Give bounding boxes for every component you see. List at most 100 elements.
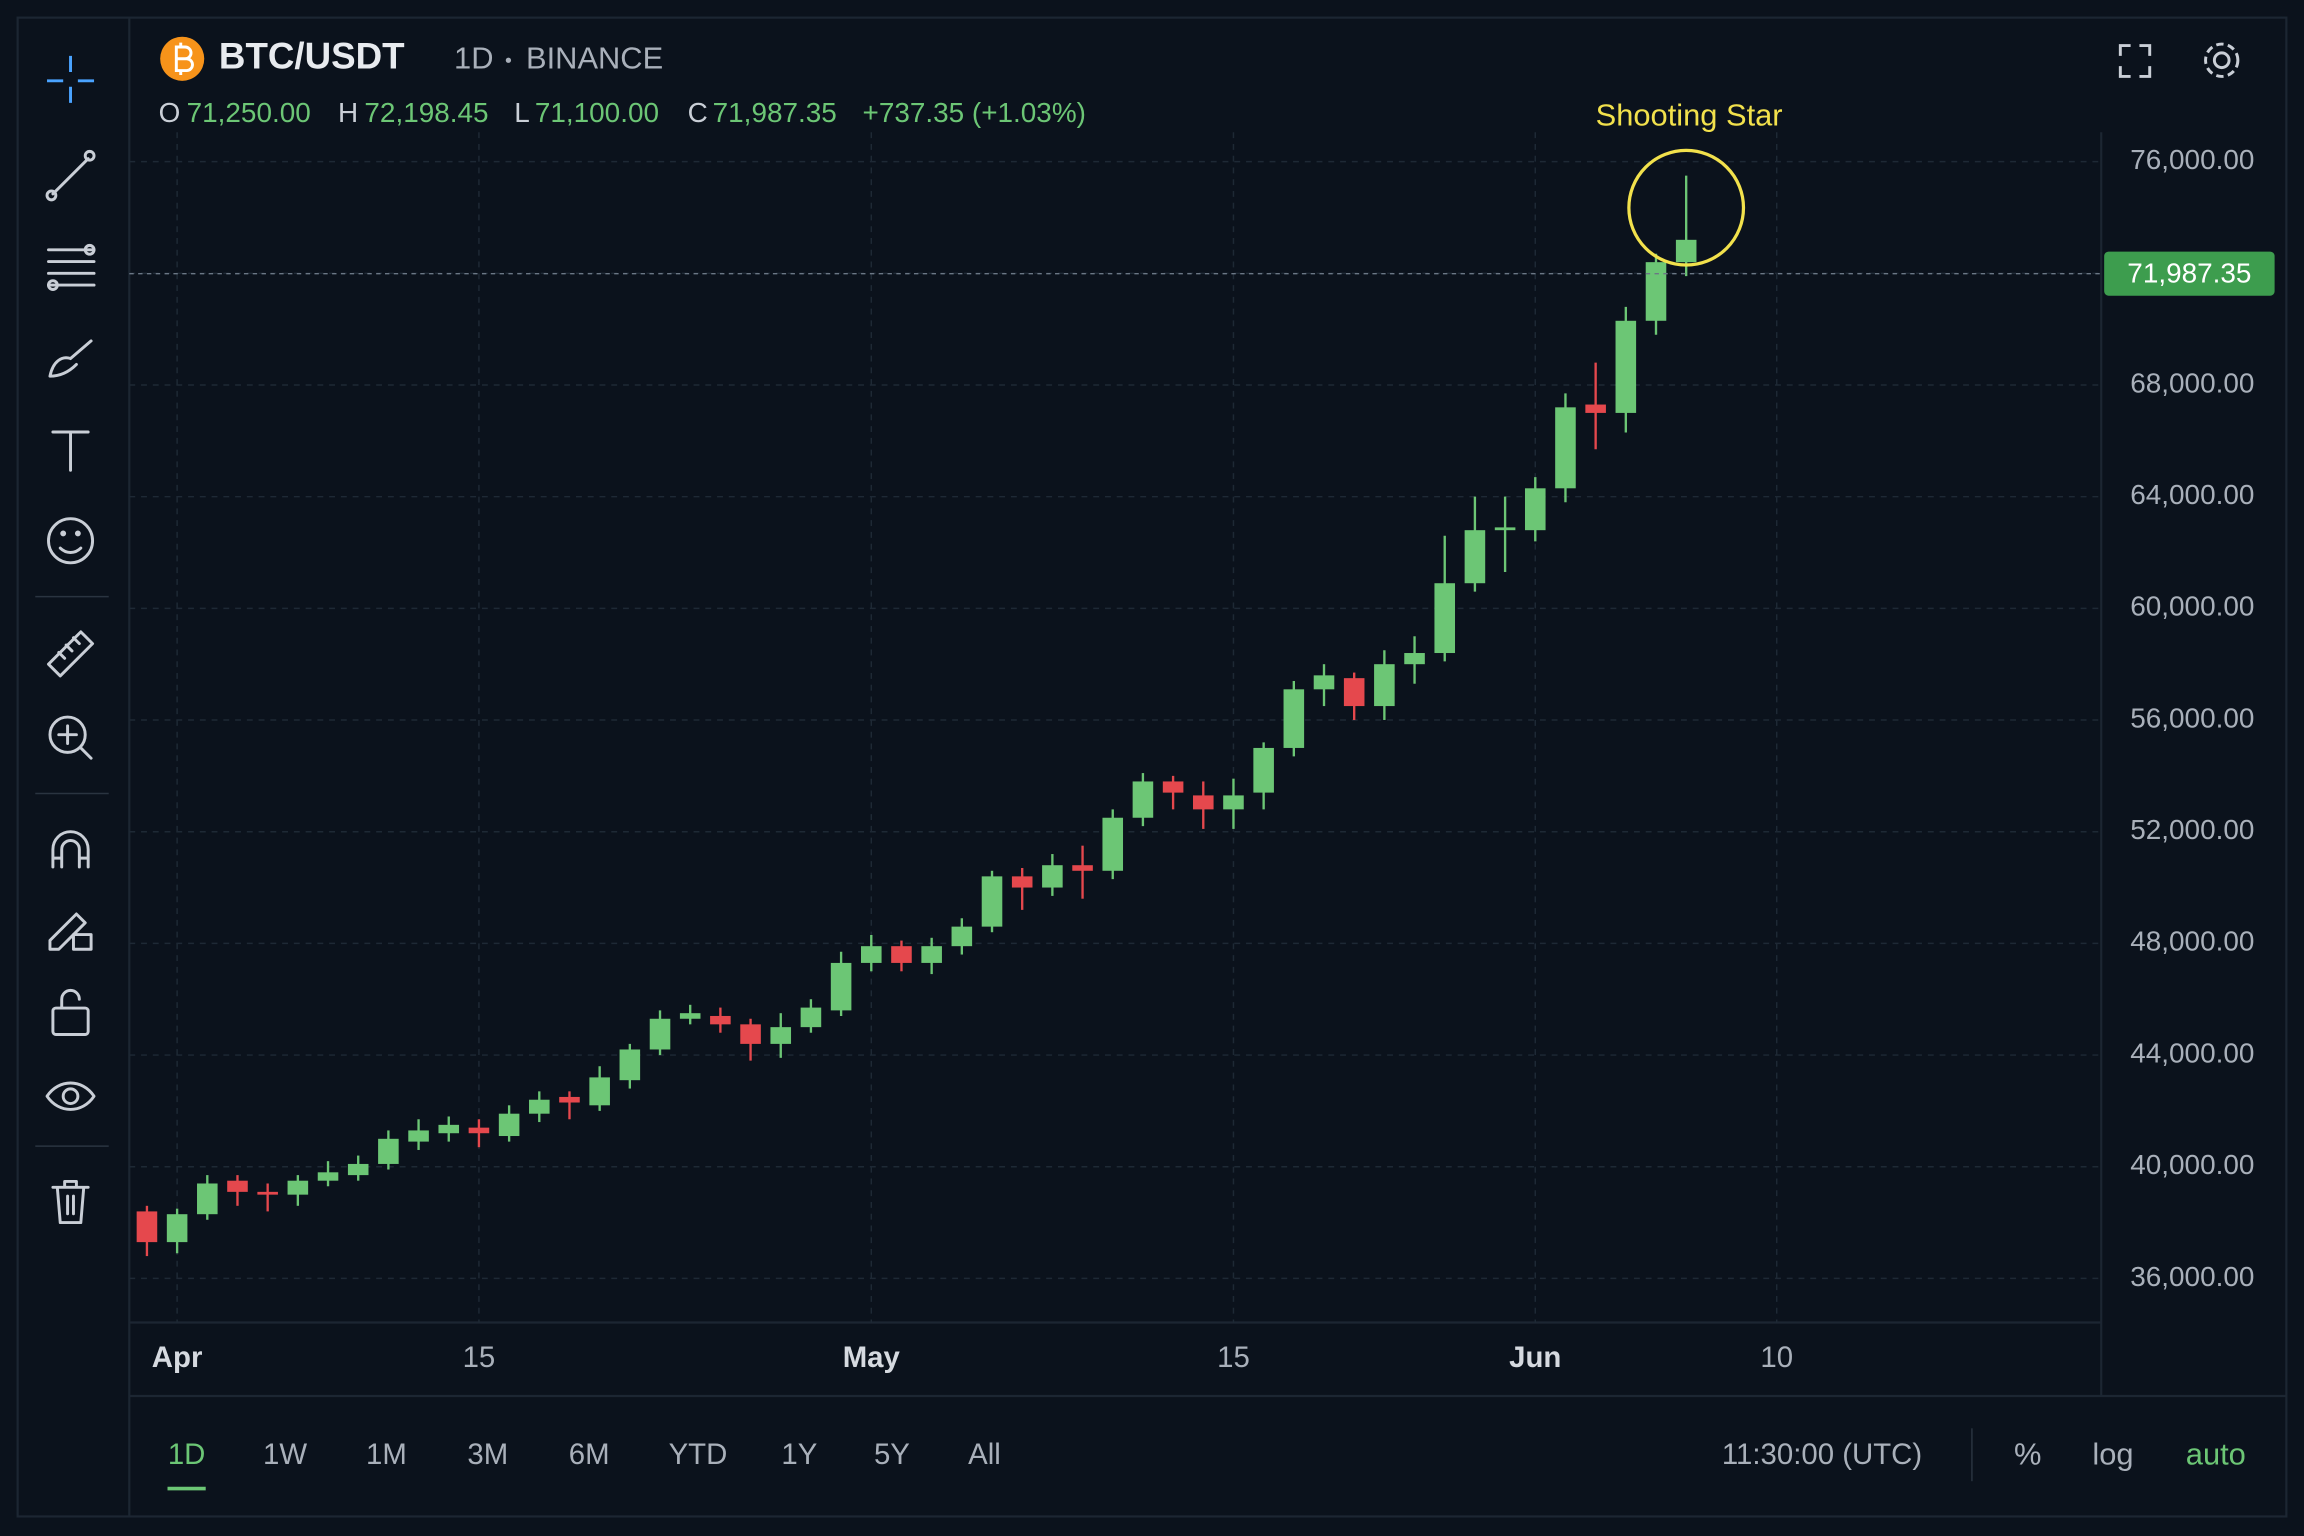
candle-body bbox=[378, 1138, 399, 1164]
fib-tool[interactable] bbox=[47, 243, 96, 291]
x-tick-label: Jun bbox=[1509, 1341, 1561, 1374]
zoom-tool[interactable] bbox=[48, 715, 93, 760]
visibility-tool[interactable] bbox=[45, 1081, 96, 1111]
candle-body bbox=[1343, 678, 1365, 707]
candle-body bbox=[619, 1049, 641, 1081]
ohlc-key: C bbox=[688, 97, 708, 128]
candle-body bbox=[559, 1096, 580, 1103]
ruler-tool[interactable] bbox=[47, 630, 95, 678]
candle-body bbox=[136, 1211, 158, 1243]
candle-body bbox=[408, 1130, 429, 1142]
candle-body bbox=[981, 876, 1003, 927]
toolbar bbox=[35, 55, 109, 1225]
fullscreen-button[interactable] bbox=[2118, 44, 2152, 78]
y-tick-label: 56,000.00 bbox=[2130, 702, 2254, 733]
candle-body bbox=[1464, 530, 1486, 584]
y-tick-label: 36,000.00 bbox=[2130, 1261, 2254, 1292]
candle-body bbox=[197, 1183, 218, 1215]
candle-body bbox=[1102, 817, 1124, 871]
exchange: BINANCE bbox=[526, 40, 663, 75]
last-price-box bbox=[2104, 251, 2275, 296]
magnet-tool[interactable] bbox=[51, 830, 90, 869]
header: BTC/USDT 1D BINANCE O 71,250.00 H 72,198.45… bbox=[159, 35, 2240, 128]
y-tick-label: 52,000.00 bbox=[2130, 814, 2254, 845]
candle-body bbox=[317, 1172, 339, 1181]
y-tick-label: 76,000.00 bbox=[2130, 144, 2254, 175]
range-button[interactable]: 1W bbox=[263, 1438, 307, 1471]
trendline-tool[interactable] bbox=[45, 149, 96, 202]
range-button[interactable]: 5Y bbox=[874, 1438, 910, 1471]
range-button[interactable]: All bbox=[968, 1438, 1001, 1471]
time-display[interactable]: 11:30:00 (UTC) bbox=[1722, 1438, 1922, 1471]
scale-option[interactable]: % bbox=[2014, 1436, 2041, 1471]
ohlc-key: O bbox=[159, 97, 181, 128]
candle-body bbox=[1011, 876, 1033, 888]
candle-body bbox=[498, 1113, 520, 1137]
candle-body bbox=[589, 1077, 610, 1106]
candle-body bbox=[679, 1013, 701, 1019]
candle-body bbox=[1223, 795, 1244, 810]
frame bbox=[16, 16, 2288, 1518]
lock-tool[interactable] bbox=[51, 988, 90, 1036]
crosshair-tool[interactable] bbox=[47, 55, 95, 103]
ohlc-key: H bbox=[338, 97, 358, 128]
candle-body bbox=[1494, 527, 1516, 531]
candle-body bbox=[166, 1214, 188, 1243]
candle-body bbox=[347, 1163, 369, 1176]
candle-body bbox=[1524, 488, 1546, 531]
settings-button[interactable] bbox=[2204, 42, 2240, 78]
footer: 1D 1W 1M 3M 6M YTD 1Y 5Y All 11:30:00 (UTC)% log au… bbox=[167, 1428, 2246, 1491]
emoji-tool[interactable] bbox=[47, 517, 95, 565]
candle-body bbox=[921, 946, 942, 963]
range-button[interactable]: 1D bbox=[168, 1438, 206, 1471]
x-tick-label: 15 bbox=[463, 1341, 496, 1374]
candle-body bbox=[529, 1099, 550, 1114]
x-tick-label: Apr bbox=[152, 1341, 203, 1374]
candle-body bbox=[1404, 653, 1425, 665]
annotation-circle bbox=[1627, 148, 1746, 267]
candle-body bbox=[438, 1124, 460, 1134]
candle-body bbox=[257, 1191, 278, 1195]
scale-option[interactable]: log bbox=[2092, 1436, 2133, 1471]
text-tool[interactable] bbox=[51, 430, 90, 472]
candle-body bbox=[1585, 404, 1606, 413]
brush-tool[interactable] bbox=[48, 339, 93, 378]
candle-body bbox=[1253, 747, 1274, 793]
y-tick-label: 68,000.00 bbox=[2130, 367, 2254, 398]
candle-body bbox=[800, 1007, 822, 1028]
candle-body bbox=[1072, 865, 1093, 871]
y-tick-label: 64,000.00 bbox=[2130, 479, 2254, 510]
candle-body bbox=[1374, 664, 1395, 707]
range-button[interactable]: 3M bbox=[467, 1438, 508, 1471]
range-button[interactable]: YTD bbox=[669, 1438, 728, 1471]
candle-body bbox=[861, 946, 882, 963]
symbol[interactable]: BTC/USDT bbox=[219, 35, 405, 76]
interval[interactable]: 1D bbox=[454, 40, 493, 75]
y-tick-label: 60,000.00 bbox=[2130, 591, 2254, 622]
candle-body bbox=[951, 926, 973, 947]
candle-body bbox=[649, 1018, 671, 1050]
candle-body bbox=[1555, 407, 1576, 489]
candle-body bbox=[1042, 865, 1063, 888]
candle-body bbox=[1162, 781, 1184, 793]
annotation-label: Shooting Star bbox=[1596, 98, 1783, 133]
plot-area: 36,000.00 40,000.00 44,000.00 48,000.00 52,0… bbox=[129, 98, 2275, 1374]
range-button[interactable]: 1Y bbox=[781, 1438, 817, 1471]
candle-body bbox=[1434, 583, 1456, 654]
lock-drawing-tool[interactable] bbox=[48, 912, 93, 951]
candle-body bbox=[710, 1015, 731, 1025]
y-tick-label: 48,000.00 bbox=[2130, 926, 2254, 957]
change: +737.35 (+1.03%) bbox=[863, 97, 1086, 128]
coin-glyph bbox=[174, 42, 194, 75]
candle-body bbox=[227, 1180, 248, 1192]
range-button[interactable]: 1M bbox=[366, 1438, 407, 1471]
delete-tool[interactable] bbox=[51, 1179, 90, 1225]
ohlc-value: 71,987.35 bbox=[713, 97, 837, 128]
range-button[interactable]: 6M bbox=[569, 1438, 610, 1471]
candle-body bbox=[1313, 675, 1335, 690]
x-tick-label: 10 bbox=[1760, 1341, 1793, 1374]
candle-body bbox=[1132, 781, 1154, 818]
scale-option[interactable]: auto bbox=[2186, 1436, 2246, 1471]
ohlc-value: 71,100.00 bbox=[535, 97, 659, 128]
